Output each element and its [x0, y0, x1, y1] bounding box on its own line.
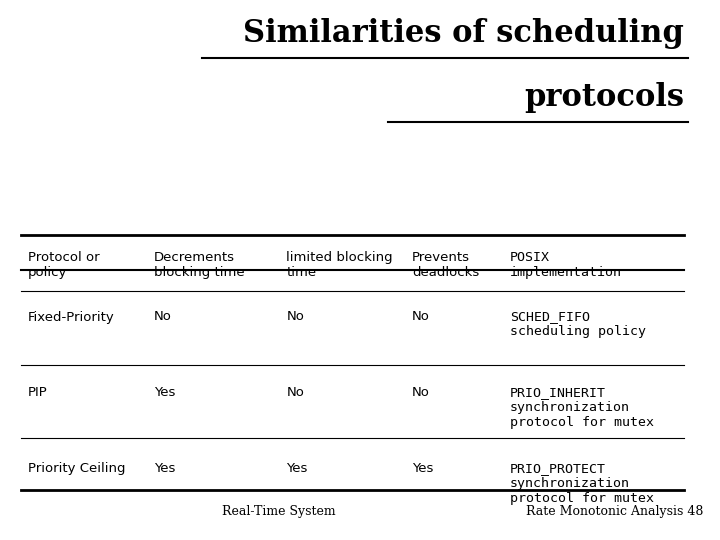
Text: Prevents
deadlocks: Prevents deadlocks [412, 251, 480, 279]
Text: No: No [153, 310, 171, 323]
Text: PIP: PIP [28, 386, 48, 399]
Text: Similarities of scheduling: Similarities of scheduling [243, 18, 684, 49]
Text: Rate Monotonic Analysis 48: Rate Monotonic Analysis 48 [526, 505, 703, 518]
Text: No: No [412, 386, 430, 399]
Text: Fixed-Priority: Fixed-Priority [28, 310, 114, 323]
Text: POSIX
implementation: POSIX implementation [510, 251, 622, 279]
Text: Decrements
blocking time: Decrements blocking time [153, 251, 244, 279]
Text: Protocol or
policy: Protocol or policy [28, 251, 99, 279]
Text: Yes: Yes [287, 462, 307, 475]
Text: Yes: Yes [412, 462, 433, 475]
Text: PRIO_INHERIT
synchronization
protocol for mutex: PRIO_INHERIT synchronization protocol fo… [510, 386, 654, 429]
Text: PRIO_PROTECT
synchronization
protocol for mutex: PRIO_PROTECT synchronization protocol fo… [510, 462, 654, 505]
Text: Yes: Yes [153, 462, 175, 475]
Text: protocols: protocols [524, 83, 684, 113]
Text: Yes: Yes [153, 386, 175, 399]
Text: Real-Time System: Real-Time System [222, 505, 336, 518]
Text: No: No [287, 386, 304, 399]
Text: SCHED_FIFO
scheduling policy: SCHED_FIFO scheduling policy [510, 310, 646, 339]
Text: Priority Ceiling: Priority Ceiling [28, 462, 125, 475]
Text: No: No [412, 310, 430, 323]
Text: No: No [287, 310, 304, 323]
Text: limited blocking
time: limited blocking time [287, 251, 393, 279]
